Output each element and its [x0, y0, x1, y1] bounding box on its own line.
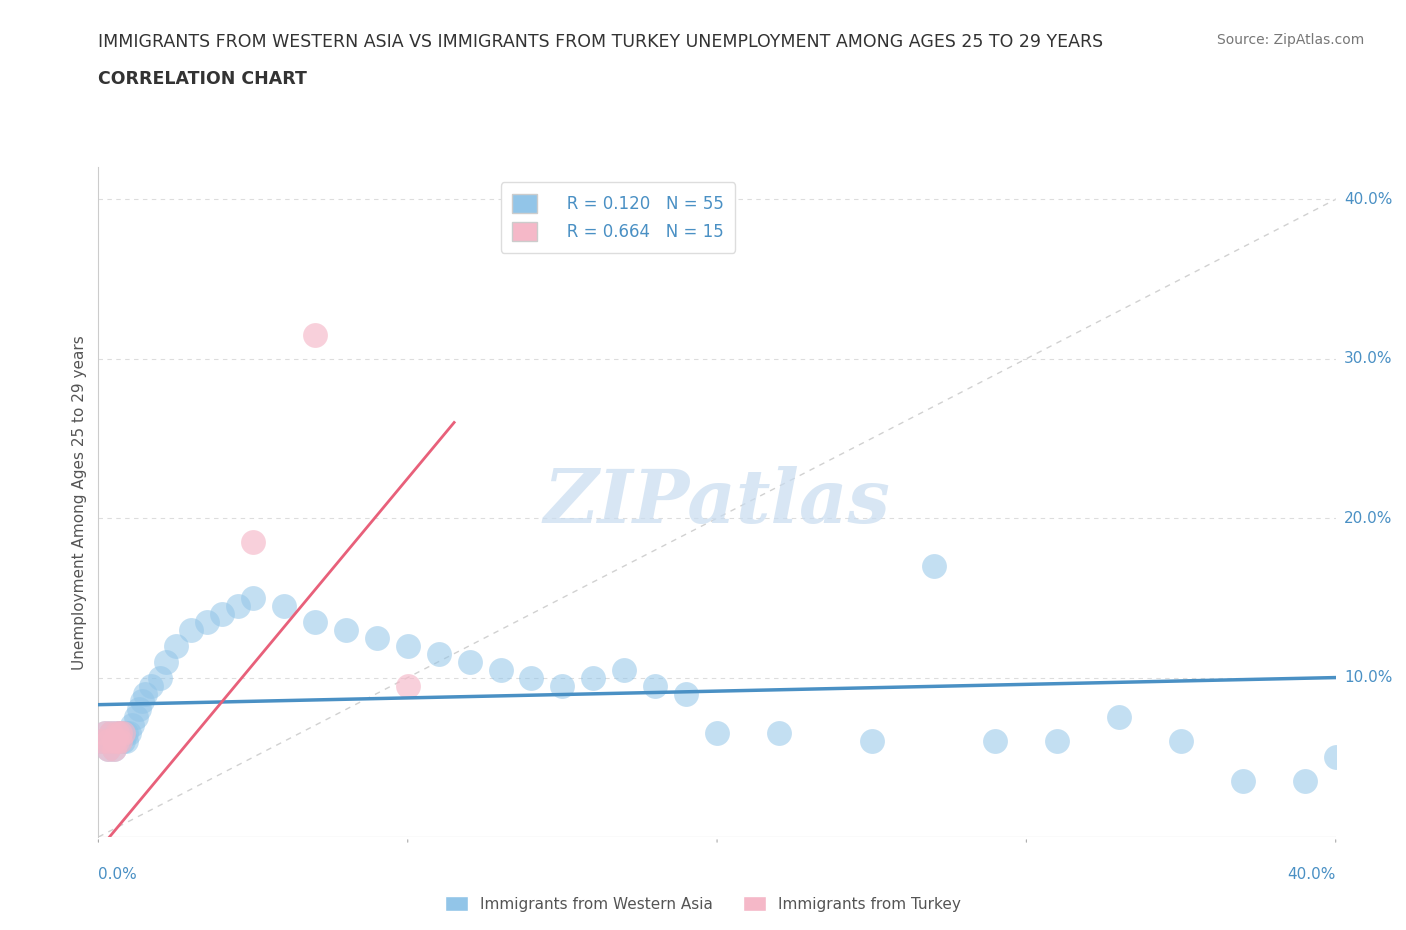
Point [121, 718, 143, 733]
Text: 10.0%: 10.0% [1344, 671, 1392, 685]
Text: 20.0%: 20.0% [1344, 511, 1392, 525]
Point [180, 622, 202, 637]
Y-axis label: Unemployment Among Ages 25 to 29 years: Unemployment Among Ages 25 to 29 years [72, 335, 87, 670]
Point [242, 535, 264, 550]
Point [366, 631, 388, 645]
Text: IMMIGRANTS FROM WESTERN ASIA VS IMMIGRANTS FROM TURKEY UNEMPLOYMENT AMONG AGES 2: IMMIGRANTS FROM WESTERN ASIA VS IMMIGRAN… [98, 33, 1104, 50]
Point [582, 671, 605, 685]
Point [128, 702, 150, 717]
Text: 30.0%: 30.0% [1344, 352, 1392, 366]
Point [396, 678, 419, 693]
Point [103, 742, 125, 757]
Point [134, 686, 156, 701]
Point [396, 638, 419, 653]
Point [124, 710, 146, 724]
Point [613, 662, 636, 677]
Point [131, 694, 153, 709]
Point [165, 638, 187, 653]
Point [489, 662, 512, 677]
Point [520, 671, 543, 685]
Point [149, 671, 172, 685]
Text: ZIPatlas: ZIPatlas [544, 466, 890, 538]
Point [108, 726, 131, 741]
Point [706, 726, 728, 741]
Point [112, 734, 135, 749]
Point [242, 591, 264, 605]
Point [105, 726, 128, 741]
Point [304, 615, 326, 630]
Point [1108, 710, 1130, 724]
Point [1046, 734, 1069, 749]
Point [335, 622, 357, 637]
Point [139, 678, 162, 693]
Point [1232, 774, 1254, 789]
Point [105, 726, 128, 741]
Point [103, 742, 125, 757]
Point [1170, 734, 1192, 749]
Point [115, 726, 138, 741]
Text: 40.0%: 40.0% [1288, 867, 1336, 883]
Point [458, 654, 481, 669]
Point [115, 734, 138, 749]
Legend:    R = 0.120   N = 55,    R = 0.664   N = 15: R = 0.120 N = 55, R = 0.664 N = 15 [501, 182, 735, 253]
Point [155, 654, 177, 669]
Point [195, 615, 218, 630]
Point [427, 646, 450, 661]
Point [108, 734, 131, 749]
Point [90, 734, 112, 749]
Point [100, 726, 122, 741]
Point [103, 734, 125, 749]
Text: 0.0%: 0.0% [98, 867, 138, 883]
Point [860, 734, 883, 749]
Point [93, 726, 115, 741]
Text: 40.0%: 40.0% [1344, 192, 1392, 206]
Point [105, 734, 128, 749]
Point [922, 559, 945, 574]
Point [304, 327, 326, 342]
Point [551, 678, 574, 693]
Point [1324, 750, 1347, 764]
Point [100, 726, 122, 741]
Point [112, 726, 135, 741]
Point [644, 678, 666, 693]
Point [273, 598, 295, 613]
Point [108, 726, 131, 741]
Point [675, 686, 697, 701]
Point [105, 734, 128, 749]
Legend: Immigrants from Western Asia, Immigrants from Turkey: Immigrants from Western Asia, Immigrants… [439, 889, 967, 918]
Point [118, 726, 141, 741]
Text: CORRELATION CHART: CORRELATION CHART [98, 70, 308, 87]
Point [90, 734, 112, 749]
Point [226, 598, 249, 613]
Point [97, 734, 120, 749]
Point [108, 734, 131, 749]
Point [112, 726, 135, 741]
Point [1294, 774, 1316, 789]
Point [984, 734, 1007, 749]
Point [97, 742, 120, 757]
Point [768, 726, 790, 741]
Point [93, 726, 115, 741]
Point [103, 734, 125, 749]
Point [97, 742, 120, 757]
Point [211, 606, 233, 621]
Point [97, 734, 120, 749]
Text: Source: ZipAtlas.com: Source: ZipAtlas.com [1216, 33, 1364, 46]
